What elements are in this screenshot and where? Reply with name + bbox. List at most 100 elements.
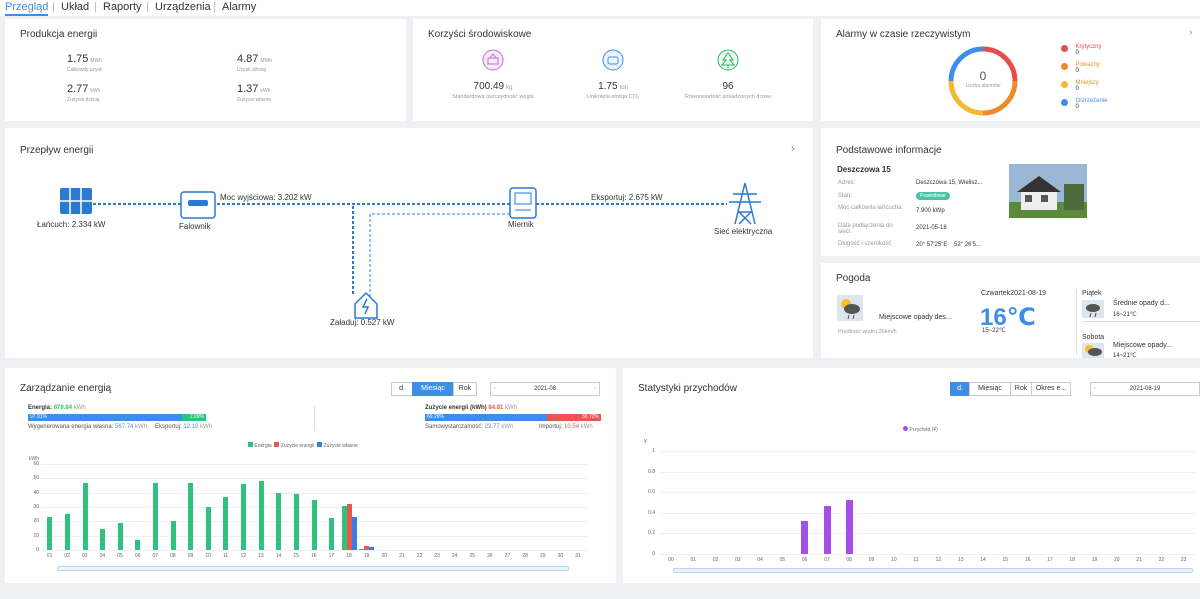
bar[interactable] bbox=[351, 517, 357, 550]
revenue-card: Statystyki przychodów d. Miesiąc Rok Okr… bbox=[623, 368, 1200, 583]
coal-icon bbox=[482, 49, 504, 71]
management-card: Zarządzanie energią d. Miesiąc Rok ‹ 202… bbox=[5, 368, 616, 583]
capacity-label: Moc całkowita łańcucha: bbox=[838, 205, 904, 211]
chevron-right-icon[interactable]: › bbox=[594, 386, 596, 392]
flow-card: Przepływ energii › Łańcuch: 2.3 bbox=[5, 128, 813, 358]
bar[interactable] bbox=[801, 521, 809, 554]
cloud-sun-rain-icon bbox=[1082, 343, 1104, 358]
date-picker[interactable]: ‹ 2021-08-19 bbox=[1090, 382, 1200, 396]
x-tick-label: 22 bbox=[416, 553, 423, 559]
grid-line bbox=[660, 451, 1195, 452]
critical-icon bbox=[1061, 45, 1068, 52]
weather-title: Pogoda bbox=[836, 273, 871, 284]
x-tick-label: 20 bbox=[1113, 557, 1120, 563]
bar[interactable] bbox=[359, 548, 365, 550]
bar[interactable] bbox=[152, 482, 158, 550]
bar[interactable] bbox=[311, 499, 317, 550]
y-tick-label: 0.2 bbox=[648, 530, 655, 537]
tab-day[interactable]: d. bbox=[391, 382, 413, 396]
x-tick-label: 15 bbox=[293, 553, 299, 559]
tab-urzadzenia[interactable]: Urządzenia bbox=[155, 1, 211, 13]
chevron-right-icon[interactable]: › bbox=[791, 143, 795, 155]
x-tick-label: 16 bbox=[311, 553, 317, 559]
x-tick-label: 21 bbox=[1136, 557, 1142, 563]
grid-line bbox=[660, 554, 1195, 555]
inverter-label: Falownik bbox=[179, 222, 211, 231]
bar[interactable] bbox=[258, 481, 264, 550]
tab-period[interactable]: Okres e... bbox=[1031, 382, 1071, 396]
consumption-import-segment bbox=[547, 414, 601, 421]
grid-line bbox=[660, 512, 1195, 514]
grid-line bbox=[41, 478, 587, 480]
chevron-left-icon[interactable]: ‹ bbox=[1094, 386, 1096, 392]
tab-year[interactable]: Rok bbox=[453, 382, 477, 396]
bar[interactable] bbox=[188, 482, 194, 550]
tab-year[interactable]: Rok bbox=[1010, 382, 1032, 396]
forecast-day: Piątek bbox=[1082, 290, 1102, 297]
zoom-scrollbar[interactable] bbox=[673, 568, 1193, 573]
alarm-level-critical: Krytyczny 0 bbox=[1061, 41, 1101, 59]
bar[interactable] bbox=[47, 517, 53, 550]
alarms-title: Alarmy w czasie rzeczywistym bbox=[836, 29, 971, 40]
load-power: Załaduj: 0.527 kW bbox=[330, 318, 395, 327]
bar[interactable] bbox=[369, 547, 375, 550]
cloud-rain-icon bbox=[837, 295, 863, 321]
bar[interactable] bbox=[82, 482, 88, 550]
tab-uklad[interactable]: Układ bbox=[61, 1, 90, 13]
bar[interactable] bbox=[241, 484, 247, 550]
tab-month[interactable]: Miesiąc bbox=[969, 382, 1011, 396]
bar[interactable] bbox=[223, 496, 229, 550]
bar[interactable] bbox=[341, 505, 347, 550]
revenue-bar-chart bbox=[660, 451, 1195, 555]
x-tick-label: 09 bbox=[187, 553, 194, 559]
chevron-left-icon[interactable]: ‹ bbox=[494, 386, 496, 392]
tab-alarmy[interactable]: Alarmy bbox=[222, 1, 257, 13]
bar[interactable] bbox=[100, 528, 106, 550]
x-tick-label: 29 bbox=[539, 553, 546, 559]
bar[interactable] bbox=[170, 521, 176, 550]
x-tick-label: 14 bbox=[275, 553, 282, 559]
bar[interactable] bbox=[329, 518, 335, 550]
tab-przeglad[interactable]: Przegląd bbox=[5, 1, 49, 16]
bar[interactable] bbox=[293, 494, 299, 550]
bar[interactable] bbox=[823, 505, 831, 554]
x-tick-label: 13 bbox=[957, 557, 964, 563]
bar[interactable] bbox=[135, 539, 141, 550]
plant-photo bbox=[1009, 164, 1087, 218]
chart-legend: Energia Zużycie energii Zużycie własne bbox=[248, 442, 358, 449]
bar[interactable] bbox=[276, 492, 282, 550]
zoom-scrollbar[interactable] bbox=[57, 566, 569, 571]
legend-item: Zużycie własne bbox=[317, 442, 358, 449]
plant-name: Deszczowa 15 bbox=[837, 165, 891, 174]
chevron-right-icon[interactable]: › bbox=[1189, 27, 1193, 38]
x-tick-label: 06 bbox=[801, 557, 808, 563]
x-tick-label: 05 bbox=[779, 557, 786, 563]
tab-month[interactable]: Miesiąc bbox=[412, 382, 454, 396]
bar[interactable] bbox=[64, 514, 70, 550]
alarms-card: Alarmy w czasie rzeczywistym › 0 Liczba … bbox=[821, 19, 1200, 121]
temperature-range: 15~22℃ bbox=[982, 328, 1006, 334]
bar[interactable] bbox=[364, 545, 370, 550]
bar[interactable] bbox=[117, 522, 123, 550]
today-description: Miejscowe opady des... bbox=[879, 314, 952, 321]
x-tick-label: 23 bbox=[1180, 557, 1187, 563]
x-tick-label: 17 bbox=[1047, 557, 1053, 563]
status-label: Stan: bbox=[838, 193, 853, 199]
bar[interactable] bbox=[205, 507, 211, 550]
co2-icon bbox=[602, 49, 624, 71]
date-picker[interactable]: ‹ 2021-08 › bbox=[490, 382, 600, 396]
import-stat: Importuj: 10.54 kWh bbox=[539, 424, 593, 430]
y-tick-label: 0 bbox=[36, 547, 39, 553]
nav-divider: | bbox=[94, 1, 97, 13]
x-tick-label: 14 bbox=[980, 557, 986, 563]
chart-legend: Przychód (¥) bbox=[903, 426, 938, 433]
bar[interactable] bbox=[845, 500, 853, 554]
solar-panel-icon bbox=[60, 188, 92, 214]
consumption-ratio-bar: 69.28% 30.72% bbox=[425, 414, 601, 421]
major-icon bbox=[1061, 63, 1068, 70]
grid-date-label: Data podłączenia do sieci: bbox=[838, 223, 893, 235]
bar[interactable] bbox=[346, 504, 352, 550]
tab-raporty[interactable]: Raporty bbox=[103, 1, 142, 13]
tab-day[interactable]: d. bbox=[950, 382, 970, 396]
x-tick-label: 26 bbox=[487, 553, 493, 559]
